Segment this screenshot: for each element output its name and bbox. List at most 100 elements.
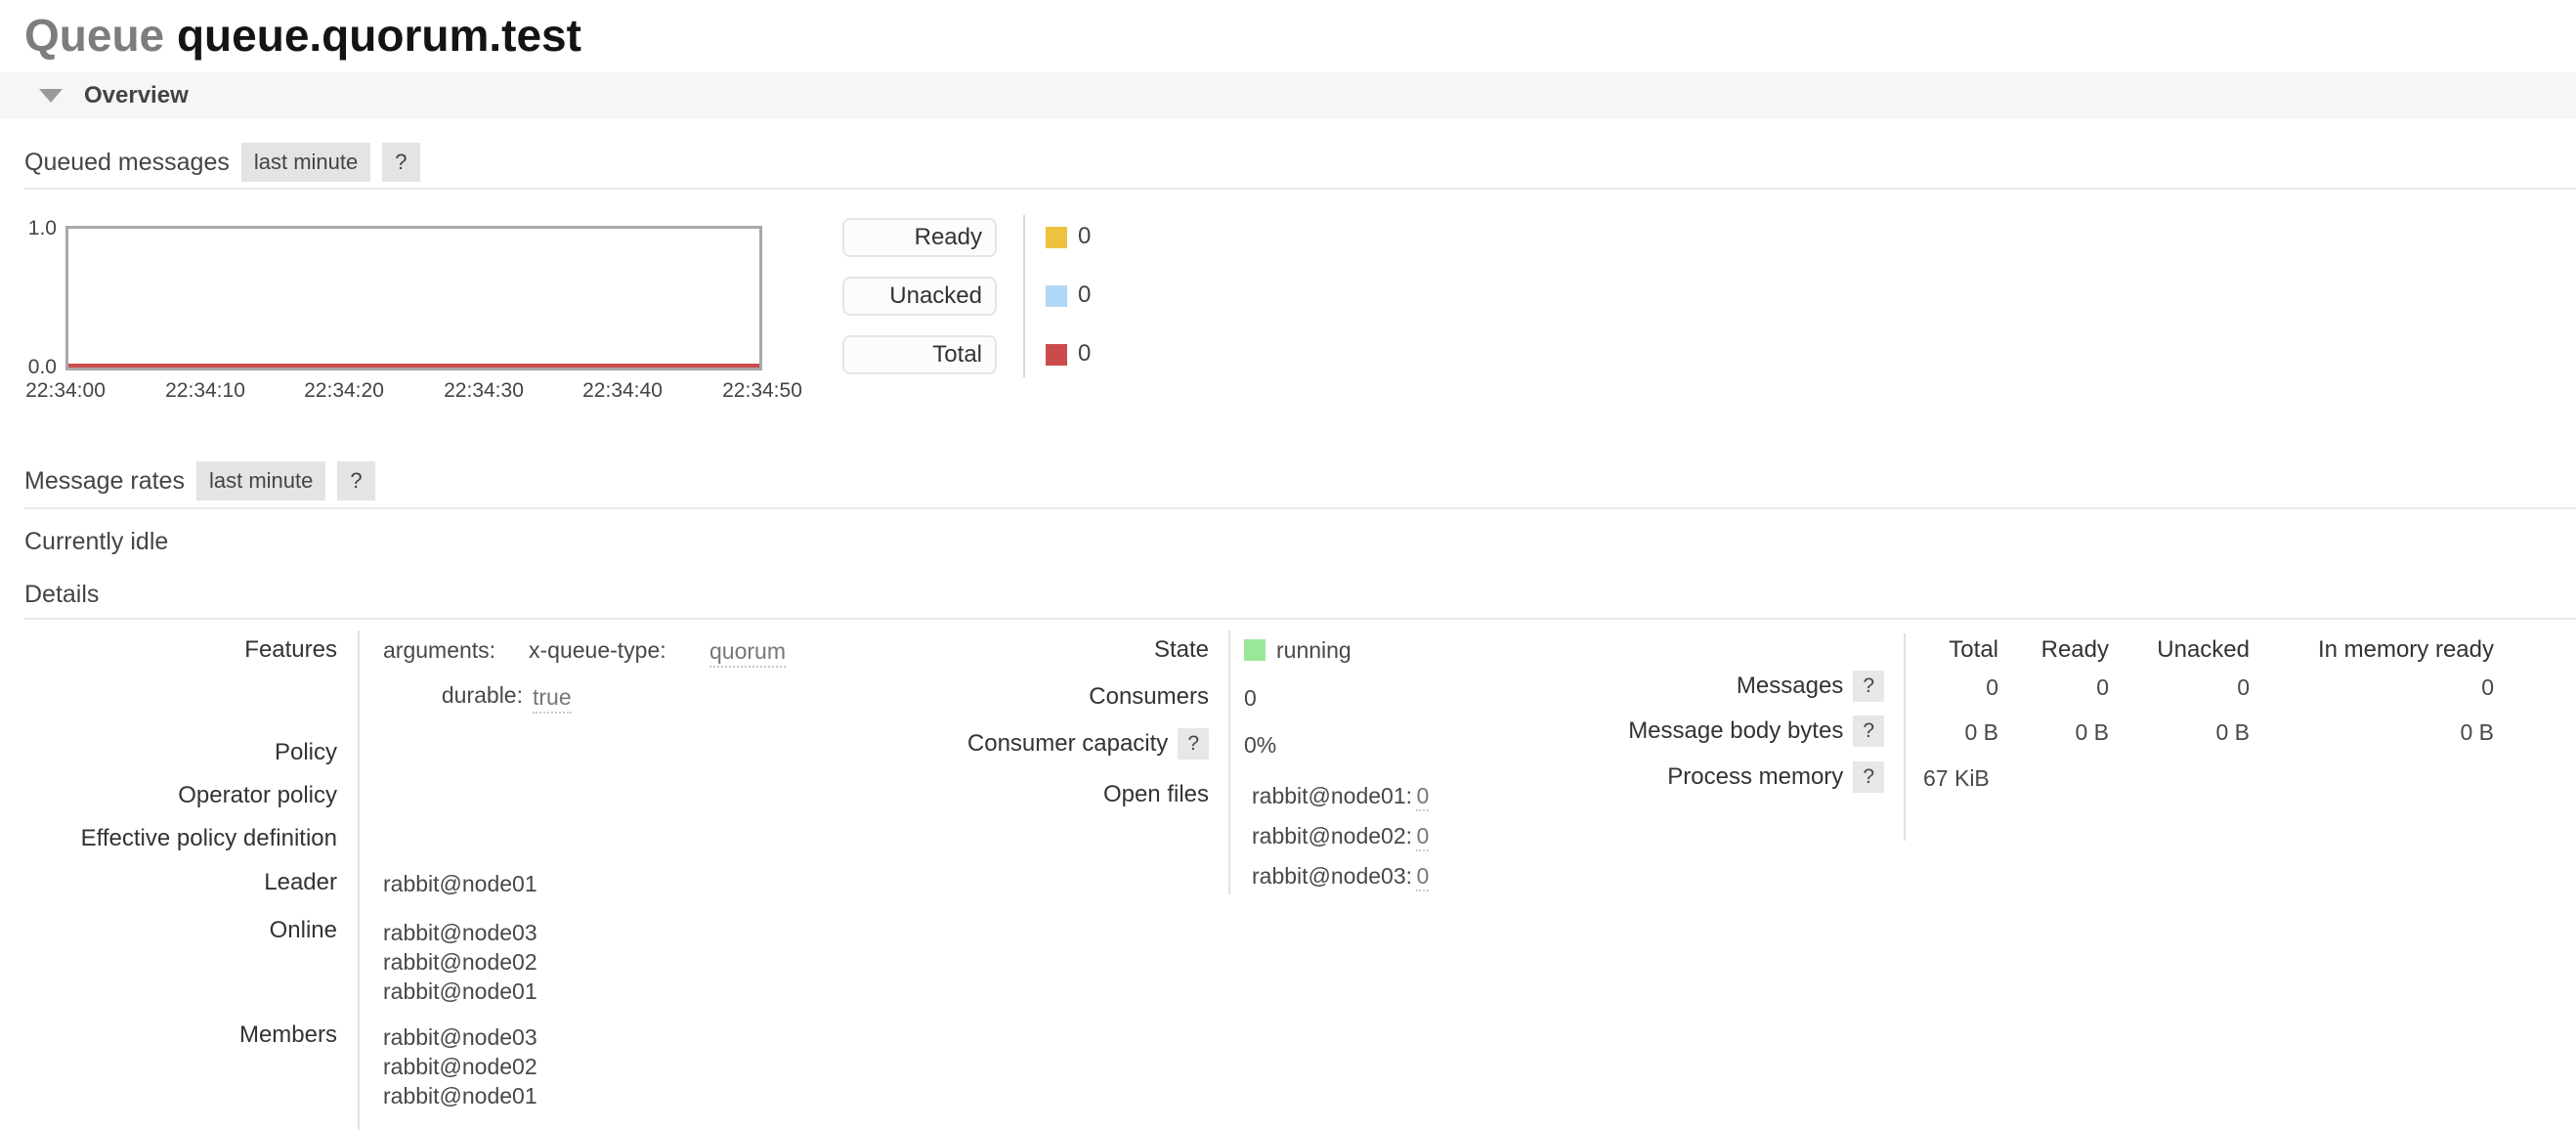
- features-argument-value: quorum: [709, 638, 786, 668]
- open-files-row: rabbit@node01: 0: [1252, 782, 1430, 822]
- open-files-values: rabbit@node01: 0 rabbit@node02: 0 rabbit…: [1252, 782, 1430, 902]
- members-values: rabbit@node03 rabbit@node02 rabbit@node0…: [383, 1022, 537, 1110]
- body-bytes-unacked: 0 B: [2215, 719, 2250, 745]
- queued-messages-help-button[interactable]: ?: [382, 143, 420, 182]
- operator-policy-label: Operator policy: [178, 782, 337, 808]
- x-axis-tick: 22:34:10: [165, 379, 245, 402]
- x-axis-tick: 22:34:50: [722, 379, 802, 402]
- x-axis-tick: 22:34:30: [444, 379, 524, 402]
- consumer-capacity-help-button[interactable]: ?: [1178, 728, 1209, 760]
- effective-policy-definition-label: Effective policy definition: [80, 825, 337, 851]
- page-title-prefix: Queue: [24, 10, 165, 61]
- queued-messages-chart: [65, 226, 762, 370]
- legend-button-unacked[interactable]: Unacked: [842, 277, 997, 316]
- process-memory-label-row: Process memory ?: [1524, 761, 1884, 793]
- message-body-bytes-label: Message body bytes: [1628, 717, 1844, 744]
- open-files-row: rabbit@node03: 0: [1252, 862, 1430, 902]
- online-values: rabbit@node03 rabbit@node02 rabbit@node0…: [383, 918, 537, 1006]
- stats-header-unacked: Unacked: [2157, 636, 2250, 663]
- stats-header-in-memory-ready: In memory ready: [2317, 636, 2494, 663]
- state-value: running: [1276, 637, 1352, 663]
- page-title: Queue queue.quorum.test: [24, 8, 581, 63]
- online-label: Online: [269, 917, 337, 943]
- open-files-count: 0: [1416, 863, 1430, 891]
- features-argument-name: x-queue-type:: [529, 637, 666, 663]
- legend-divider: [1023, 215, 1025, 377]
- consumer-capacity-label: Consumer capacity: [966, 730, 1169, 757]
- member-node: rabbit@node02: [383, 1054, 537, 1079]
- total-current-value: 0: [1078, 340, 1092, 367]
- stats-header-ready: Ready: [2040, 636, 2109, 663]
- queued-messages-heading: Queued messages: [24, 148, 230, 176]
- online-node: rabbit@node02: [383, 949, 537, 975]
- details-rule: [24, 618, 2576, 620]
- queue-name: queue.quorum.test: [176, 10, 581, 61]
- consumers-label: Consumers: [1089, 683, 1209, 710]
- messages-help-button[interactable]: ?: [1853, 671, 1884, 702]
- features-durable-label: durable:: [441, 682, 523, 708]
- open-files-node: rabbit@node01:: [1252, 783, 1413, 808]
- open-files-count: 0: [1416, 783, 1430, 811]
- body-bytes-ready: 0 B: [2075, 719, 2109, 745]
- details-heading: Details: [24, 581, 100, 608]
- messages-unacked: 0: [2237, 674, 2250, 700]
- message-rates-rule: [24, 507, 2576, 509]
- message-rates-range-selector[interactable]: last minute: [195, 461, 326, 500]
- chart-total-series-line: [68, 364, 759, 368]
- open-files-node: rabbit@node03:: [1252, 863, 1413, 889]
- process-memory-label: Process memory: [1667, 763, 1844, 790]
- leader-label: Leader: [264, 869, 337, 895]
- member-node: rabbit@node03: [383, 1024, 537, 1050]
- messages-total: 0: [1986, 674, 1998, 700]
- messages-in-memory-ready: 0: [2481, 674, 2494, 700]
- x-axis-tick: 22:34:20: [304, 379, 384, 402]
- message-rates-help-button[interactable]: ?: [337, 461, 375, 500]
- message-rates-heading: Message rates: [24, 466, 185, 495]
- left-table-divider: [358, 630, 360, 1130]
- features-arguments-label: arguments:: [383, 637, 496, 663]
- consumer-capacity-label-row: Consumer capacity ?: [880, 728, 1209, 760]
- member-node: rabbit@node01: [383, 1083, 537, 1108]
- middle-table-divider: [1228, 630, 1230, 894]
- process-memory-help-button[interactable]: ?: [1853, 761, 1884, 793]
- open-files-count: 0: [1416, 823, 1430, 851]
- open-files-row: rabbit@node02: 0: [1252, 822, 1430, 862]
- open-files-node: rabbit@node02:: [1252, 823, 1413, 848]
- message-rates-status: Currently idle: [24, 528, 169, 555]
- ready-color-swatch: [1046, 227, 1067, 248]
- consumers-value: 0: [1244, 685, 1257, 711]
- stats-header-total: Total: [1949, 636, 1998, 663]
- online-node: rabbit@node03: [383, 920, 537, 945]
- open-files-label: Open files: [1102, 781, 1209, 807]
- ready-current-value: 0: [1078, 223, 1092, 249]
- x-axis-tick: 22:34:00: [25, 379, 106, 402]
- overview-section-header[interactable]: Overview: [0, 72, 2576, 119]
- process-memory-value: 67 KiB: [1923, 765, 1990, 791]
- message-body-bytes-label-row: Message body bytes ?: [1524, 716, 1884, 747]
- legend-button-ready[interactable]: Ready: [842, 218, 997, 257]
- stats-table-divider: [1904, 633, 1906, 841]
- queued-messages-heading-row: Queued messages last minute ?: [24, 143, 420, 182]
- y-axis-tick-bottom: 0.0: [27, 356, 57, 378]
- features-durable-value: true: [533, 684, 572, 714]
- overview-section-label: Overview: [84, 82, 189, 109]
- messages-label-row: Messages ?: [1524, 671, 1884, 702]
- members-label: Members: [238, 1021, 337, 1048]
- collapse-triangle-icon: [39, 89, 63, 103]
- state-running-swatch: [1244, 639, 1266, 661]
- state-label: State: [1153, 636, 1209, 663]
- features-label: Features: [244, 636, 337, 663]
- total-color-swatch: [1046, 344, 1067, 366]
- legend-button-total[interactable]: Total: [842, 335, 997, 374]
- y-axis-tick-top: 1.0: [27, 217, 57, 239]
- unacked-current-value: 0: [1078, 282, 1092, 308]
- x-axis-tick: 22:34:40: [582, 379, 663, 402]
- unacked-color-swatch: [1046, 285, 1067, 307]
- messages-label: Messages: [1736, 673, 1844, 699]
- message-body-bytes-help-button[interactable]: ?: [1853, 716, 1884, 747]
- queued-messages-range-selector[interactable]: last minute: [240, 143, 371, 182]
- messages-ready: 0: [2096, 674, 2109, 700]
- queued-messages-rule: [24, 188, 2576, 190]
- leader-value: rabbit@node01: [383, 871, 537, 896]
- message-rates-heading-row: Message rates last minute ?: [24, 461, 375, 500]
